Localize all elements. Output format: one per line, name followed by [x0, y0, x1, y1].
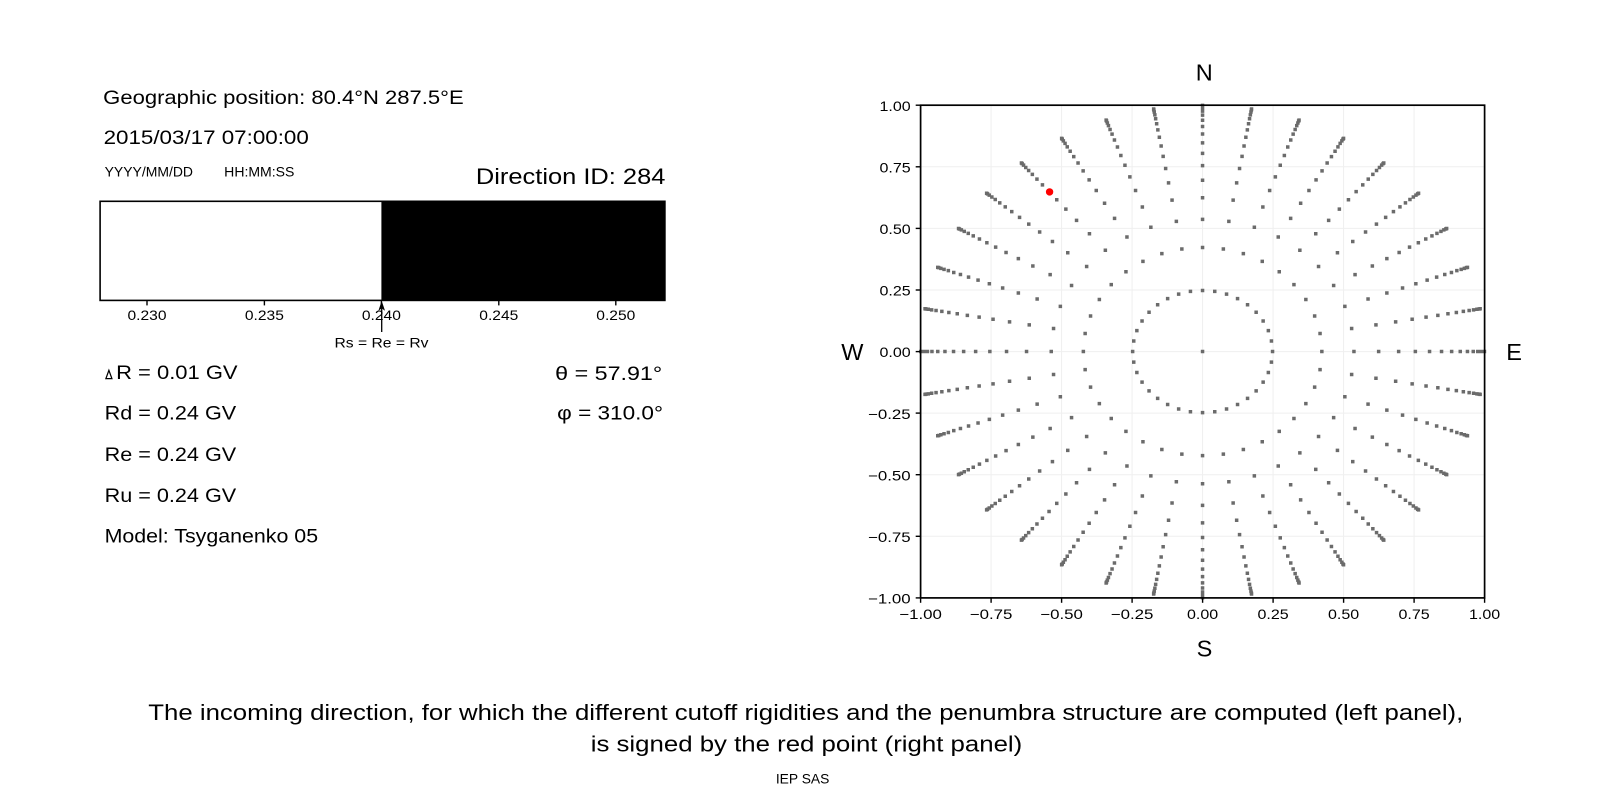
- svg-text:Rs = Re = Rv: Rs = Re = Rv: [335, 335, 429, 350]
- svg-text:θ = 57.91°: θ = 57.91°: [555, 363, 662, 385]
- svg-text:E: E: [1506, 339, 1522, 365]
- svg-text:1.00: 1.00: [880, 99, 912, 114]
- svg-text:Direction ID: 284: Direction ID: 284: [476, 164, 666, 189]
- svg-text:0.75: 0.75: [1399, 607, 1431, 622]
- svg-text:0.50: 0.50: [880, 222, 912, 237]
- svg-text:−0.75: −0.75: [868, 530, 911, 545]
- svg-text:Ru = 0.24 GV: Ru = 0.24 GV: [105, 485, 237, 507]
- svg-text:2015/03/17 07:00:00: 2015/03/17 07:00:00: [104, 127, 309, 149]
- svg-text:W: W: [841, 339, 864, 365]
- svg-text:0.245: 0.245: [479, 308, 518, 323]
- svg-text:−0.75: −0.75: [970, 607, 1013, 622]
- svg-text:−1.00: −1.00: [899, 607, 942, 622]
- svg-text:0.25: 0.25: [1258, 607, 1290, 622]
- svg-text:S: S: [1197, 635, 1213, 661]
- svg-text:0.75: 0.75: [880, 161, 912, 176]
- svg-text:HH:MM:SS: HH:MM:SS: [224, 163, 294, 179]
- svg-text:YYYY/MM/DD: YYYY/MM/DD: [105, 163, 193, 179]
- svg-text:0.230: 0.230: [128, 308, 167, 323]
- svg-text:Re = 0.24 GV: Re = 0.24 GV: [105, 444, 237, 466]
- svg-text:φ = 310.0°: φ = 310.0°: [557, 402, 663, 424]
- svg-text:−0.50: −0.50: [1040, 607, 1083, 622]
- svg-text:0.25: 0.25: [880, 284, 912, 299]
- svg-text:IEP SAS: IEP SAS: [776, 771, 830, 787]
- svg-text:The incoming direction, for wh: The incoming direction, for which the di…: [148, 700, 1463, 725]
- svg-text:is signed by the red point (ri: is signed by the red point (right panel): [591, 732, 1023, 757]
- svg-text:−0.25: −0.25: [868, 407, 911, 422]
- svg-text:0.250: 0.250: [596, 308, 635, 323]
- svg-text:0.00: 0.00: [1187, 607, 1219, 622]
- svg-text:Model: Tsyganenko 05: Model: Tsyganenko 05: [105, 525, 319, 547]
- svg-text:R = 0.01 GV: R = 0.01 GV: [116, 362, 237, 384]
- svg-text:0.240: 0.240: [362, 308, 401, 323]
- svg-text:−0.50: −0.50: [868, 468, 911, 483]
- svg-text:−1.00: −1.00: [868, 592, 911, 607]
- svg-text:0.50: 0.50: [1328, 607, 1360, 622]
- svg-text:Geographic position: 80.4°N 28: Geographic position: 80.4°N 287.5°E: [103, 87, 464, 109]
- svg-text:N: N: [1196, 59, 1213, 85]
- svg-text:Rd = 0.24 GV: Rd = 0.24 GV: [105, 403, 237, 425]
- svg-text:1.00: 1.00: [1469, 607, 1501, 622]
- svg-text:0.00: 0.00: [880, 345, 912, 360]
- svg-text:0.235: 0.235: [245, 308, 284, 323]
- svg-text:−0.25: −0.25: [1111, 607, 1154, 622]
